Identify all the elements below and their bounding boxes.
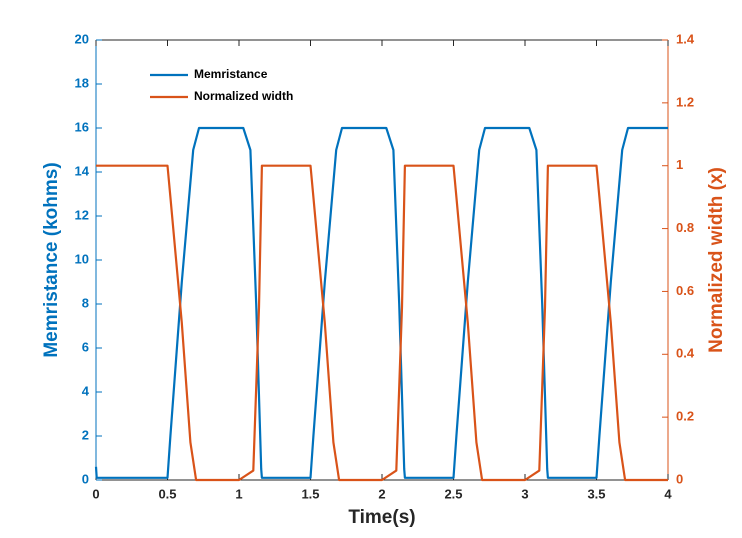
y-right-tick-label: 1 — [676, 157, 683, 172]
legend-entry-label: Memristance — [194, 67, 268, 81]
x-tick-label: 1.5 — [301, 486, 319, 501]
x-tick-label: 4 — [664, 486, 672, 501]
y-left-tick-label: 2 — [82, 427, 89, 442]
y-right-tick-label: 0.2 — [676, 409, 694, 424]
y-right-tick-label: 0.4 — [676, 346, 695, 361]
x-tick-label: 2.5 — [444, 486, 462, 501]
y-right-axis-label: Normalized width (x) — [706, 167, 727, 353]
y-left-tick-label: 4 — [82, 383, 90, 398]
y-left-tick-label: 12 — [75, 207, 89, 222]
y-right-tick-label: 0.6 — [676, 283, 694, 298]
x-tick-label: 2 — [378, 486, 385, 501]
y-right-tick-label: 0.8 — [676, 220, 694, 235]
y-left-tick-label: 0 — [82, 471, 89, 486]
y-left-axis-label: Memristance (kohms) — [41, 162, 62, 357]
x-tick-label: 0 — [92, 486, 99, 501]
y-right-tick-label: 0 — [676, 471, 683, 486]
x-tick-label: 3 — [521, 486, 528, 501]
legend-entry-label: Normalized width — [194, 89, 293, 103]
y-left-tick-label: 8 — [82, 295, 89, 310]
x-tick-label: 1 — [235, 486, 242, 501]
y-right-tick-label: 1.4 — [676, 31, 695, 46]
y-left-tick-label: 6 — [82, 339, 89, 354]
series-line-memristance — [94, 126, 668, 479]
y-left-tick-label: 16 — [75, 119, 89, 134]
y-left-tick-label: 18 — [75, 75, 89, 90]
y-left-tick-label: 14 — [75, 163, 90, 178]
x-tick-label: 0.5 — [158, 486, 176, 501]
x-axis-label: Time(s) — [348, 507, 415, 528]
series-line-normalized-width — [96, 164, 668, 482]
y-right-tick-label: 1.2 — [676, 94, 694, 109]
y-left-tick-label: 10 — [75, 251, 89, 266]
y-left-tick-label: 20 — [75, 31, 89, 46]
x-tick-label: 3.5 — [587, 486, 605, 501]
